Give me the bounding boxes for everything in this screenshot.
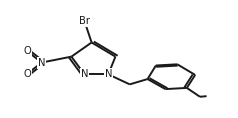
Text: Br: Br: [79, 16, 90, 26]
Text: O: O: [24, 46, 31, 56]
Text: N: N: [104, 69, 112, 79]
Text: O: O: [24, 69, 31, 79]
Text: N: N: [81, 69, 88, 79]
Text: N: N: [38, 58, 45, 67]
